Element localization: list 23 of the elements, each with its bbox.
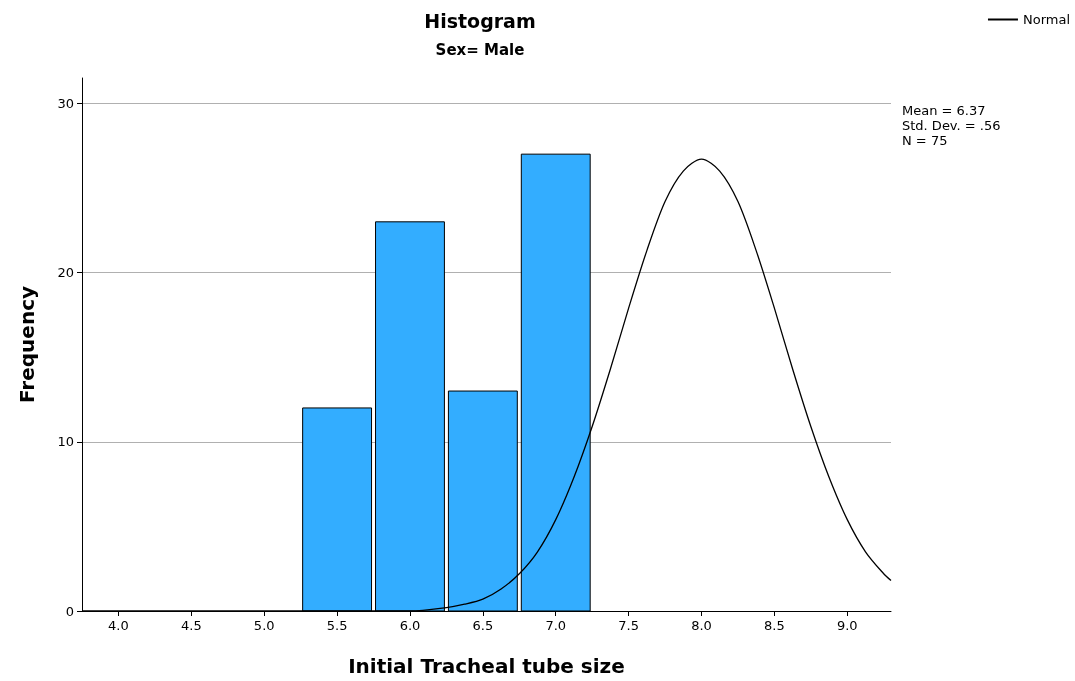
y-tick-label: 30 (57, 95, 74, 111)
x-tick-label: 9.0 (836, 618, 858, 633)
y-tick-label: 0 (65, 603, 74, 619)
x-tick-label: 7.5 (618, 618, 639, 633)
x-tick-label: 4.0 (108, 618, 129, 633)
x-tick-label: 5.5 (326, 618, 348, 633)
x-axis-title: Initial Tracheal tube size (348, 654, 625, 678)
x-tick-label: 5.0 (253, 618, 275, 633)
text: N = 75 (902, 133, 948, 148)
y-tick-label: 20 (57, 265, 74, 281)
x-tick-label: 6.0 (399, 618, 421, 633)
x-tick-label: 8.0 (691, 618, 712, 633)
y-axis-title: Frequency (15, 285, 39, 404)
x-tick-label: 4.5 (180, 618, 202, 633)
text: Mean = 6.37 (902, 103, 986, 118)
y-tick-label: 10 (57, 434, 74, 450)
text: Std. Dev. = .56 (902, 118, 1001, 133)
x-tick-label: 6.5 (472, 618, 494, 633)
x-tick-label: 8.5 (764, 618, 785, 633)
chart-title: Histogram (424, 9, 536, 32)
legend-label: Normal (1022, 12, 1071, 27)
x-tick-label: 7.0 (545, 618, 567, 633)
chart-subtitle: Sex= Male (435, 40, 525, 59)
